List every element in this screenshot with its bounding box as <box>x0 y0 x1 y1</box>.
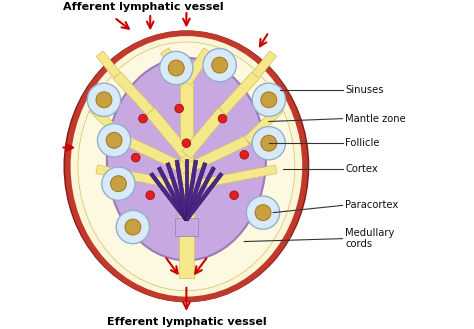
Circle shape <box>87 83 120 116</box>
Polygon shape <box>182 48 212 85</box>
Circle shape <box>203 48 236 82</box>
Circle shape <box>146 191 155 200</box>
Circle shape <box>110 176 127 192</box>
Circle shape <box>160 51 193 85</box>
Polygon shape <box>175 160 188 220</box>
Circle shape <box>96 92 112 108</box>
Circle shape <box>261 135 277 151</box>
Text: Paracortex: Paracortex <box>346 200 399 210</box>
Ellipse shape <box>64 30 310 302</box>
Text: Cortex: Cortex <box>346 164 378 174</box>
Circle shape <box>102 167 135 200</box>
Circle shape <box>246 196 280 229</box>
Circle shape <box>182 139 191 147</box>
Polygon shape <box>253 51 276 78</box>
Polygon shape <box>124 136 189 174</box>
Ellipse shape <box>78 42 295 291</box>
Polygon shape <box>96 165 173 188</box>
Circle shape <box>252 127 285 160</box>
Polygon shape <box>185 163 207 220</box>
Polygon shape <box>184 160 198 220</box>
Circle shape <box>125 219 141 235</box>
Circle shape <box>139 114 147 123</box>
Polygon shape <box>175 218 198 236</box>
Circle shape <box>106 132 122 148</box>
Polygon shape <box>157 167 188 221</box>
Circle shape <box>230 191 238 200</box>
Polygon shape <box>184 136 249 174</box>
Polygon shape <box>150 172 188 221</box>
Ellipse shape <box>68 33 305 299</box>
Text: Medullary
cords: Medullary cords <box>346 228 395 249</box>
Polygon shape <box>90 105 128 143</box>
Circle shape <box>218 114 227 123</box>
Ellipse shape <box>107 58 266 260</box>
Text: Mantle zone: Mantle zone <box>346 114 406 124</box>
Circle shape <box>175 104 183 113</box>
Polygon shape <box>184 159 188 220</box>
Circle shape <box>98 124 131 157</box>
Circle shape <box>116 211 149 244</box>
Text: Afferent lymphatic vessel: Afferent lymphatic vessel <box>64 2 224 12</box>
Polygon shape <box>219 72 260 115</box>
Circle shape <box>261 92 277 108</box>
Polygon shape <box>244 105 283 143</box>
Text: Efferent lymphatic vessel: Efferent lymphatic vessel <box>107 317 266 327</box>
Polygon shape <box>200 165 277 188</box>
Polygon shape <box>185 167 216 221</box>
Polygon shape <box>185 172 223 221</box>
Polygon shape <box>161 48 191 85</box>
Polygon shape <box>96 51 120 78</box>
Polygon shape <box>146 108 191 159</box>
Polygon shape <box>180 83 193 184</box>
Circle shape <box>240 150 248 159</box>
Circle shape <box>131 153 140 162</box>
Circle shape <box>252 83 285 116</box>
Text: Sinuses: Sinuses <box>346 85 384 95</box>
Polygon shape <box>166 163 188 220</box>
Circle shape <box>168 60 184 76</box>
Circle shape <box>212 57 228 73</box>
Circle shape <box>255 205 271 220</box>
Polygon shape <box>179 184 193 278</box>
Text: Follicle: Follicle <box>346 138 380 148</box>
Polygon shape <box>113 72 154 115</box>
Polygon shape <box>182 108 227 159</box>
